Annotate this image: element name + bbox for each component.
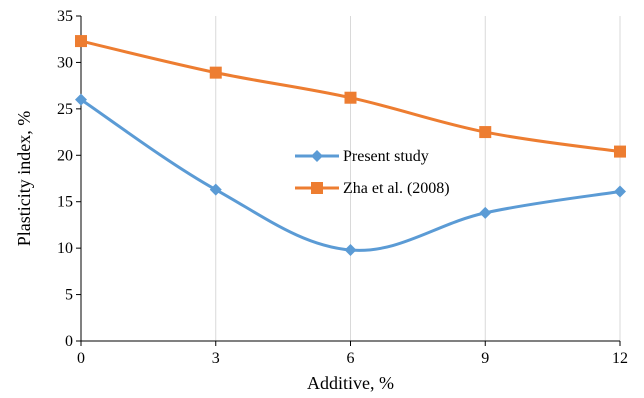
series-0 (75, 93, 626, 256)
series-1-point-0 (75, 35, 87, 48)
x-tick-labels: 0 3 6 9 12 (77, 341, 628, 367)
series-group (75, 35, 626, 256)
x-axis-title: Additive, % (307, 373, 394, 393)
legend: Present study Zha et al. (2008) (295, 148, 450, 197)
series-0-point-3 (479, 206, 492, 219)
x-tick-label-1: 3 (212, 350, 220, 367)
legend-label-0: Present study (343, 148, 429, 165)
y-tick-label-2: 10 (57, 240, 73, 257)
y-tick-label-6: 30 (57, 54, 73, 71)
x-tick-label-3: 9 (481, 350, 489, 367)
series-0-point-1 (209, 183, 222, 196)
gridlines (215, 16, 621, 341)
series-0-point-0 (75, 93, 87, 106)
x-tick-label-2: 6 (347, 350, 355, 367)
y-tick-labels: 0 5 10 15 20 25 30 35 (57, 8, 81, 350)
series-1-point-4 (614, 145, 626, 158)
series-1-point-3 (479, 126, 492, 139)
legend-marker-1 (311, 182, 323, 194)
series-1 (75, 35, 626, 158)
series-0-point-2 (344, 244, 357, 256)
y-tick-label-4: 20 (57, 147, 73, 164)
legend-label-1: Zha et al. (2008) (343, 180, 450, 197)
series-1-point-1 (209, 66, 222, 79)
series-0-point-4 (614, 185, 626, 198)
y-tick-label-0: 0 (65, 333, 73, 350)
x-tick-label-4: 12 (612, 350, 628, 367)
series-1-point-2 (344, 91, 357, 104)
legend-marker-0 (311, 150, 323, 162)
y-tick-label-7: 35 (57, 8, 73, 25)
x-tick-label-0: 0 (77, 350, 85, 367)
y-tick-label-1: 5 (65, 287, 73, 304)
y-tick-label-5: 25 (57, 101, 73, 118)
y-tick-label-3: 15 (57, 194, 73, 211)
y-axis-title: Plasticity index, % (14, 111, 34, 246)
